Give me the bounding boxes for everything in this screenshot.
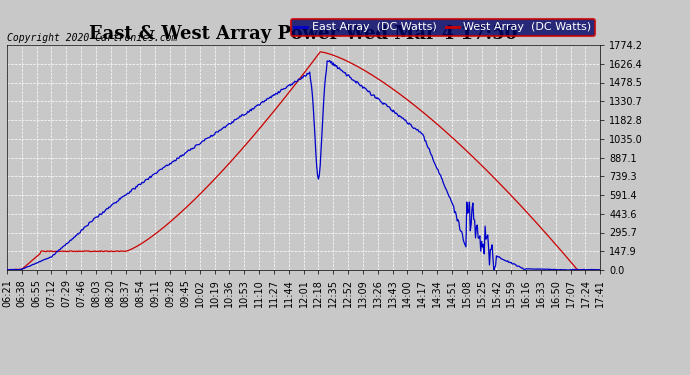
Title: East & West Array Power Wed Mar 4 17:50: East & West Array Power Wed Mar 4 17:50: [90, 26, 518, 44]
Legend: East Array  (DC Watts), West Array  (DC Watts): East Array (DC Watts), West Array (DC Wa…: [290, 19, 595, 36]
Text: Copyright 2020 Cartronics.com: Copyright 2020 Cartronics.com: [7, 33, 177, 43]
